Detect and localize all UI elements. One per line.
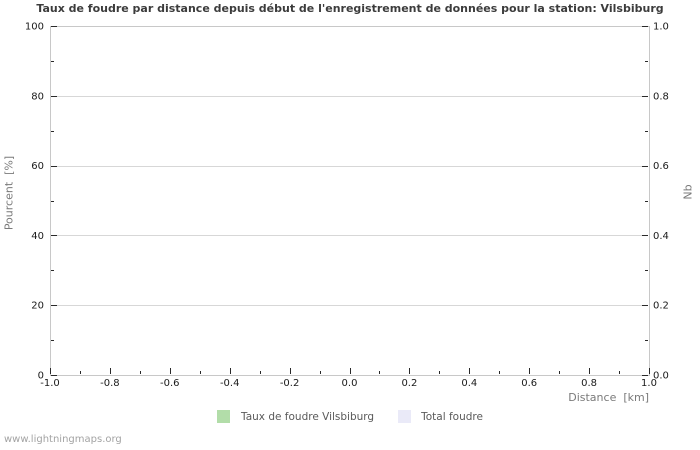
x-axis-title: Distance [km]: [568, 391, 649, 404]
y-left-tick-label: 80: [31, 91, 44, 102]
x-tick-label: 0.4: [461, 378, 477, 389]
x-tick-label: -0.6: [160, 378, 180, 389]
watermark: www.lightningmaps.org: [4, 434, 122, 445]
x-tick-label: 0.0: [342, 378, 358, 389]
legend: Taux de foudre Vilsbiburg Total foudre: [0, 410, 700, 423]
x-tick-label: -0.8: [100, 378, 120, 389]
x-tick-label: -0.4: [220, 378, 240, 389]
y-axis-right-title: Nb: [681, 184, 695, 200]
x-tick-label: -0.2: [280, 378, 300, 389]
legend-label-taux-de-foudre: Taux de foudre Vilsbiburg: [241, 410, 375, 423]
y-right-tick-label: 0.0: [653, 371, 669, 382]
chart-title: Taux de foudre par distance depuis début…: [36, 2, 664, 15]
x-tick-label: -1.0: [40, 378, 60, 389]
y-right-tick-label: 0.4: [653, 231, 669, 242]
y-left-tick-label: 0: [38, 371, 44, 382]
plot-border: [50, 26, 650, 376]
y-left-tick-label: 40: [31, 231, 44, 242]
x-tick-label: 0.6: [521, 378, 537, 389]
x-tick-label: 0.8: [581, 378, 597, 389]
y-axis-left-title: Pourcent [%]: [2, 155, 16, 231]
x-tick-label: 1.0: [641, 378, 657, 389]
y-right-tick-label: 1.0: [653, 22, 669, 33]
legend-swatch-taux-de-foudre: [217, 410, 231, 423]
y-right-tick-label: 0.2: [653, 301, 669, 312]
y-left-tick-label: 20: [31, 301, 44, 312]
y-left-tick-label: 100: [25, 22, 44, 33]
legend-label-total-foudre: Total foudre: [421, 410, 483, 423]
legend-swatch-total-foudre: [398, 410, 412, 423]
y-left-tick-label: 60: [31, 161, 44, 172]
y-right-tick-label: 0.6: [653, 161, 669, 172]
y-right-tick-label: 0.8: [653, 91, 669, 102]
x-tick-label: 0.2: [401, 378, 417, 389]
